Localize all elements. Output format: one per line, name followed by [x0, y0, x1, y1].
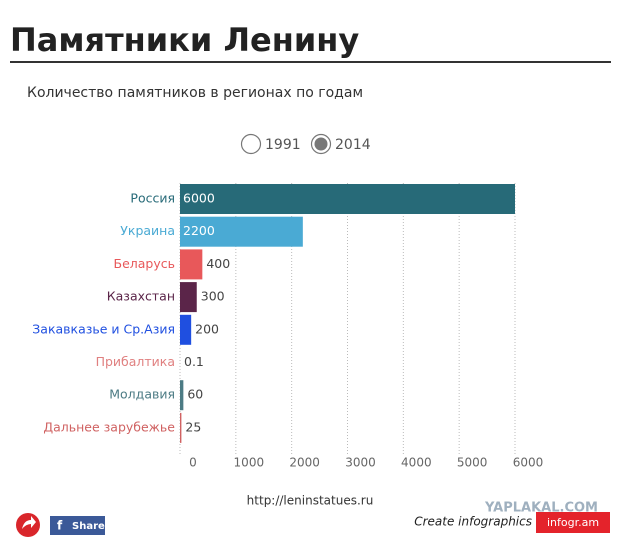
- bar[interactable]: [180, 314, 192, 345]
- brand: infogr.am: [547, 516, 599, 529]
- category-label: Украина: [120, 223, 175, 238]
- value-label: 25: [185, 419, 201, 434]
- category-label: Молдавия: [109, 387, 175, 402]
- category-label: Россия: [130, 191, 175, 206]
- watermark: YAPLAKAL.COM: [484, 501, 598, 516]
- value-label: 0.1: [184, 354, 204, 369]
- bar[interactable]: [180, 282, 197, 313]
- x-tick-label: 0: [189, 456, 197, 470]
- share-icon[interactable]: [16, 513, 40, 537]
- category-label: Закавказье и Ср.Азия: [32, 321, 175, 336]
- value-label: 300: [201, 289, 225, 304]
- source: http://leninstatues.ru: [247, 494, 374, 508]
- brand-box[interactable]: [536, 512, 610, 533]
- value-label: 200: [195, 321, 219, 336]
- bar[interactable]: [180, 184, 515, 214]
- share-fb: f: [57, 519, 63, 533]
- radio-label[interactable]: 2014: [335, 137, 371, 153]
- value-label: 6000: [183, 191, 215, 206]
- value-label: 60: [187, 387, 203, 402]
- share-button[interactable]: [50, 516, 105, 535]
- x-tick-label: 6000: [513, 456, 544, 470]
- share-arrow: [22, 516, 36, 529]
- x-tick-label: 1000: [234, 456, 265, 470]
- x-tick-label: 4000: [401, 456, 432, 470]
- chart-subtitle: Количество памятников в регионах по года…: [27, 85, 363, 101]
- share-label: Share: [72, 521, 105, 532]
- bar[interactable]: [180, 412, 182, 443]
- radio[interactable]: [240, 133, 262, 155]
- category-label: Казахстан: [107, 289, 175, 304]
- x-tick-label: 5000: [457, 456, 488, 470]
- bar[interactable]: [180, 380, 184, 411]
- value-label: 400: [206, 256, 230, 271]
- x-tick-label: 2000: [289, 456, 320, 470]
- create-link[interactable]: Create infographics: [414, 515, 532, 529]
- radio-label[interactable]: 1991: [265, 137, 301, 153]
- chart-title: Памятники Ленину: [10, 21, 359, 59]
- x-tick-label: 3000: [345, 456, 376, 470]
- bar[interactable]: [180, 249, 203, 280]
- radio-dot: [314, 137, 328, 151]
- category-label: Прибалтика: [96, 354, 175, 369]
- category-label: Дальнее зарубежье: [43, 419, 175, 434]
- bar[interactable]: [180, 216, 303, 247]
- value-label: 2200: [183, 223, 215, 238]
- category-label: Беларусь: [114, 256, 176, 271]
